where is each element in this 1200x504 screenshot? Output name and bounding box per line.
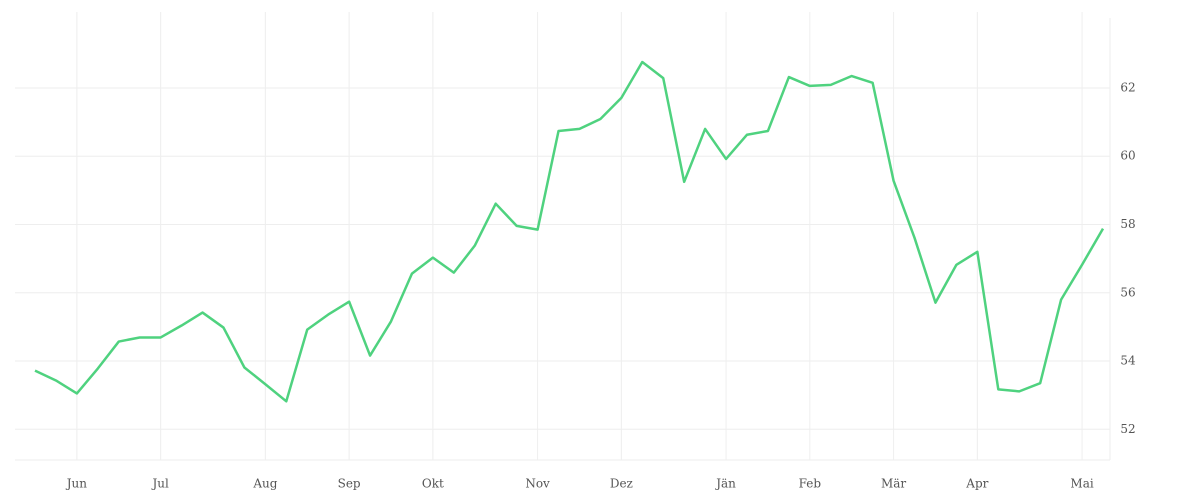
- y-tick-label: 52: [1120, 422, 1135, 436]
- x-tick-label: Nov: [525, 477, 550, 491]
- x-tick-label: Jul: [150, 477, 169, 491]
- x-tick-label: Apr: [965, 477, 988, 491]
- y-tick-label: 56: [1120, 285, 1135, 299]
- x-tick-label: Sep: [338, 477, 361, 491]
- x-tick-label: Dez: [610, 477, 633, 491]
- x-tick-label: Mär: [881, 477, 906, 491]
- y-tick-label: 60: [1120, 149, 1135, 163]
- x-tick-label: Okt: [422, 477, 444, 491]
- y-tick-label: 54: [1120, 354, 1136, 368]
- y-tick-label: 58: [1120, 217, 1135, 231]
- y-tick-label: 62: [1120, 80, 1135, 94]
- x-tick-label: Mai: [1070, 477, 1093, 491]
- x-tick-label: Jän: [714, 477, 736, 491]
- line-series: [34, 60, 1105, 403]
- x-tick-label: Feb: [799, 477, 822, 491]
- x-tick-label: Aug: [252, 477, 277, 491]
- x-tick-label: Jun: [65, 477, 88, 491]
